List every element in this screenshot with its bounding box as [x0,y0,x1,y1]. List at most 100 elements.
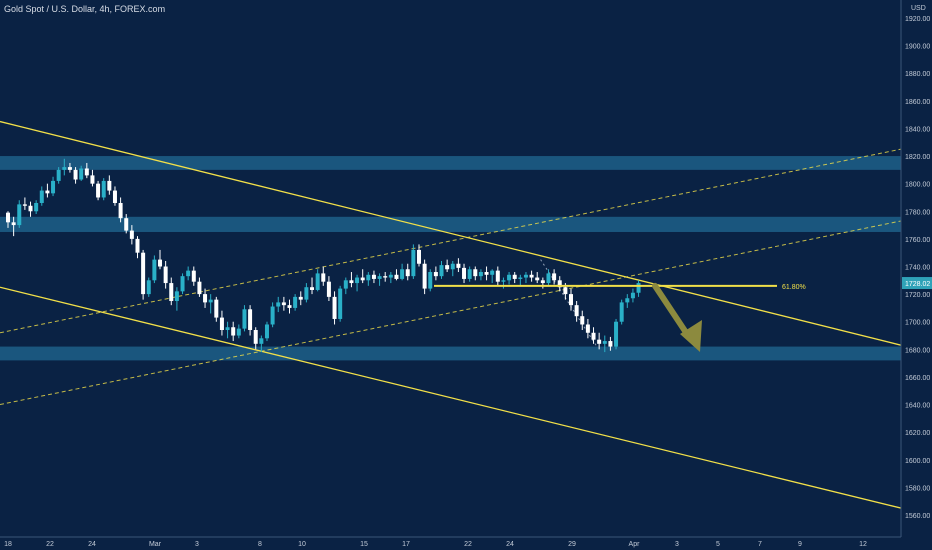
time-tick-label: 7 [758,541,762,548]
candle-body [34,202,39,212]
time-tick-label: 8 [258,541,262,548]
candle-body [360,277,365,281]
candle-body [411,249,416,277]
candle-body [310,287,315,290]
price-tick-label: 1680.00 [905,347,930,354]
down-arrow-icon [680,320,702,352]
candle-body [281,302,286,306]
candle-body [332,296,337,319]
candle-body [11,222,16,226]
candle-body [636,283,641,293]
price-axis-bg [901,0,932,550]
price-tick-label: 1620.00 [905,430,930,437]
candle-body [518,277,523,279]
candle-body [433,272,438,277]
candle-body [118,202,123,219]
candle-body [546,273,551,284]
time-tick-label: Mar [149,541,162,548]
candle-body [107,180,112,191]
candle-body [512,274,517,279]
candle-body [214,299,219,318]
candle-body [602,341,607,344]
candle-body [580,316,585,325]
candle-body [298,296,303,300]
candle-body [445,265,450,270]
candle-body [467,269,472,279]
candle-body [203,294,208,303]
candle-body [388,274,393,278]
candle-body [349,280,354,284]
candle-body [169,283,174,302]
time-tick-label: Apr [629,541,641,548]
candle-body [197,281,202,295]
time-tick-label: 17 [402,541,410,548]
candle-body [259,338,264,344]
candle-body [208,299,213,303]
candle-body [405,269,410,277]
candle-body [343,280,348,289]
candle-body [90,175,95,184]
candle-body [416,249,421,264]
candle-body [428,272,433,289]
candle-body [563,287,568,295]
candle-body [478,272,483,277]
candle-body [501,280,506,282]
candle-body [326,281,331,297]
candle-body [473,269,478,277]
candle-body [540,280,545,284]
candle-body [591,332,596,340]
down-arrow-shaft [652,282,691,339]
candle-body [225,327,230,331]
candle-body [219,317,224,331]
candle-body [17,204,22,226]
candle-body [608,341,613,347]
channel-line [0,120,901,346]
time-tick-label: 15 [360,541,368,548]
price-tick-label: 1920.00 [905,16,930,23]
candle-body [355,277,360,284]
candle-body [141,252,146,295]
candle-body [101,180,106,198]
candle-body [552,273,557,281]
price-tick-label: 1660.00 [905,375,930,382]
candle-body [338,288,343,319]
candle-body [174,291,179,302]
candle-body [191,270,196,282]
candle-body [462,267,467,279]
candle-body [270,306,275,325]
candle-body [495,270,500,282]
fib-label: 61.80% [782,284,806,291]
price-tick-label: 1780.00 [905,209,930,216]
candle-body [484,272,489,275]
candle-body [490,270,495,275]
time-tick-label: 10 [298,541,306,548]
price-tick-label: 1740.00 [905,265,930,272]
candle-body [625,298,630,303]
candle-body [180,276,185,292]
price-unit-label: USD [911,5,926,12]
candle-body [124,218,129,231]
candle-body [304,287,309,300]
price-tick-label: 1900.00 [905,44,930,51]
time-tick-label: 29 [568,541,576,548]
candle-body [276,302,281,307]
candle-body [112,190,117,203]
candle-body [28,205,33,212]
candle-body [84,168,89,176]
candle-body [366,274,371,281]
candle-body [236,328,241,336]
candle-body [377,276,382,279]
time-tick-label: 3 [195,541,199,548]
time-axis-bg [0,537,932,550]
price-tick-label: 1600.00 [905,458,930,465]
candle-body [293,296,298,308]
time-tick-label: 5 [716,541,720,548]
channel-line [0,286,901,509]
candle-body [383,276,388,278]
price-zone [0,216,901,232]
candle-body [630,292,635,299]
time-tick-label: 22 [464,541,472,548]
candle-body [56,169,61,181]
candle-body [614,321,619,347]
